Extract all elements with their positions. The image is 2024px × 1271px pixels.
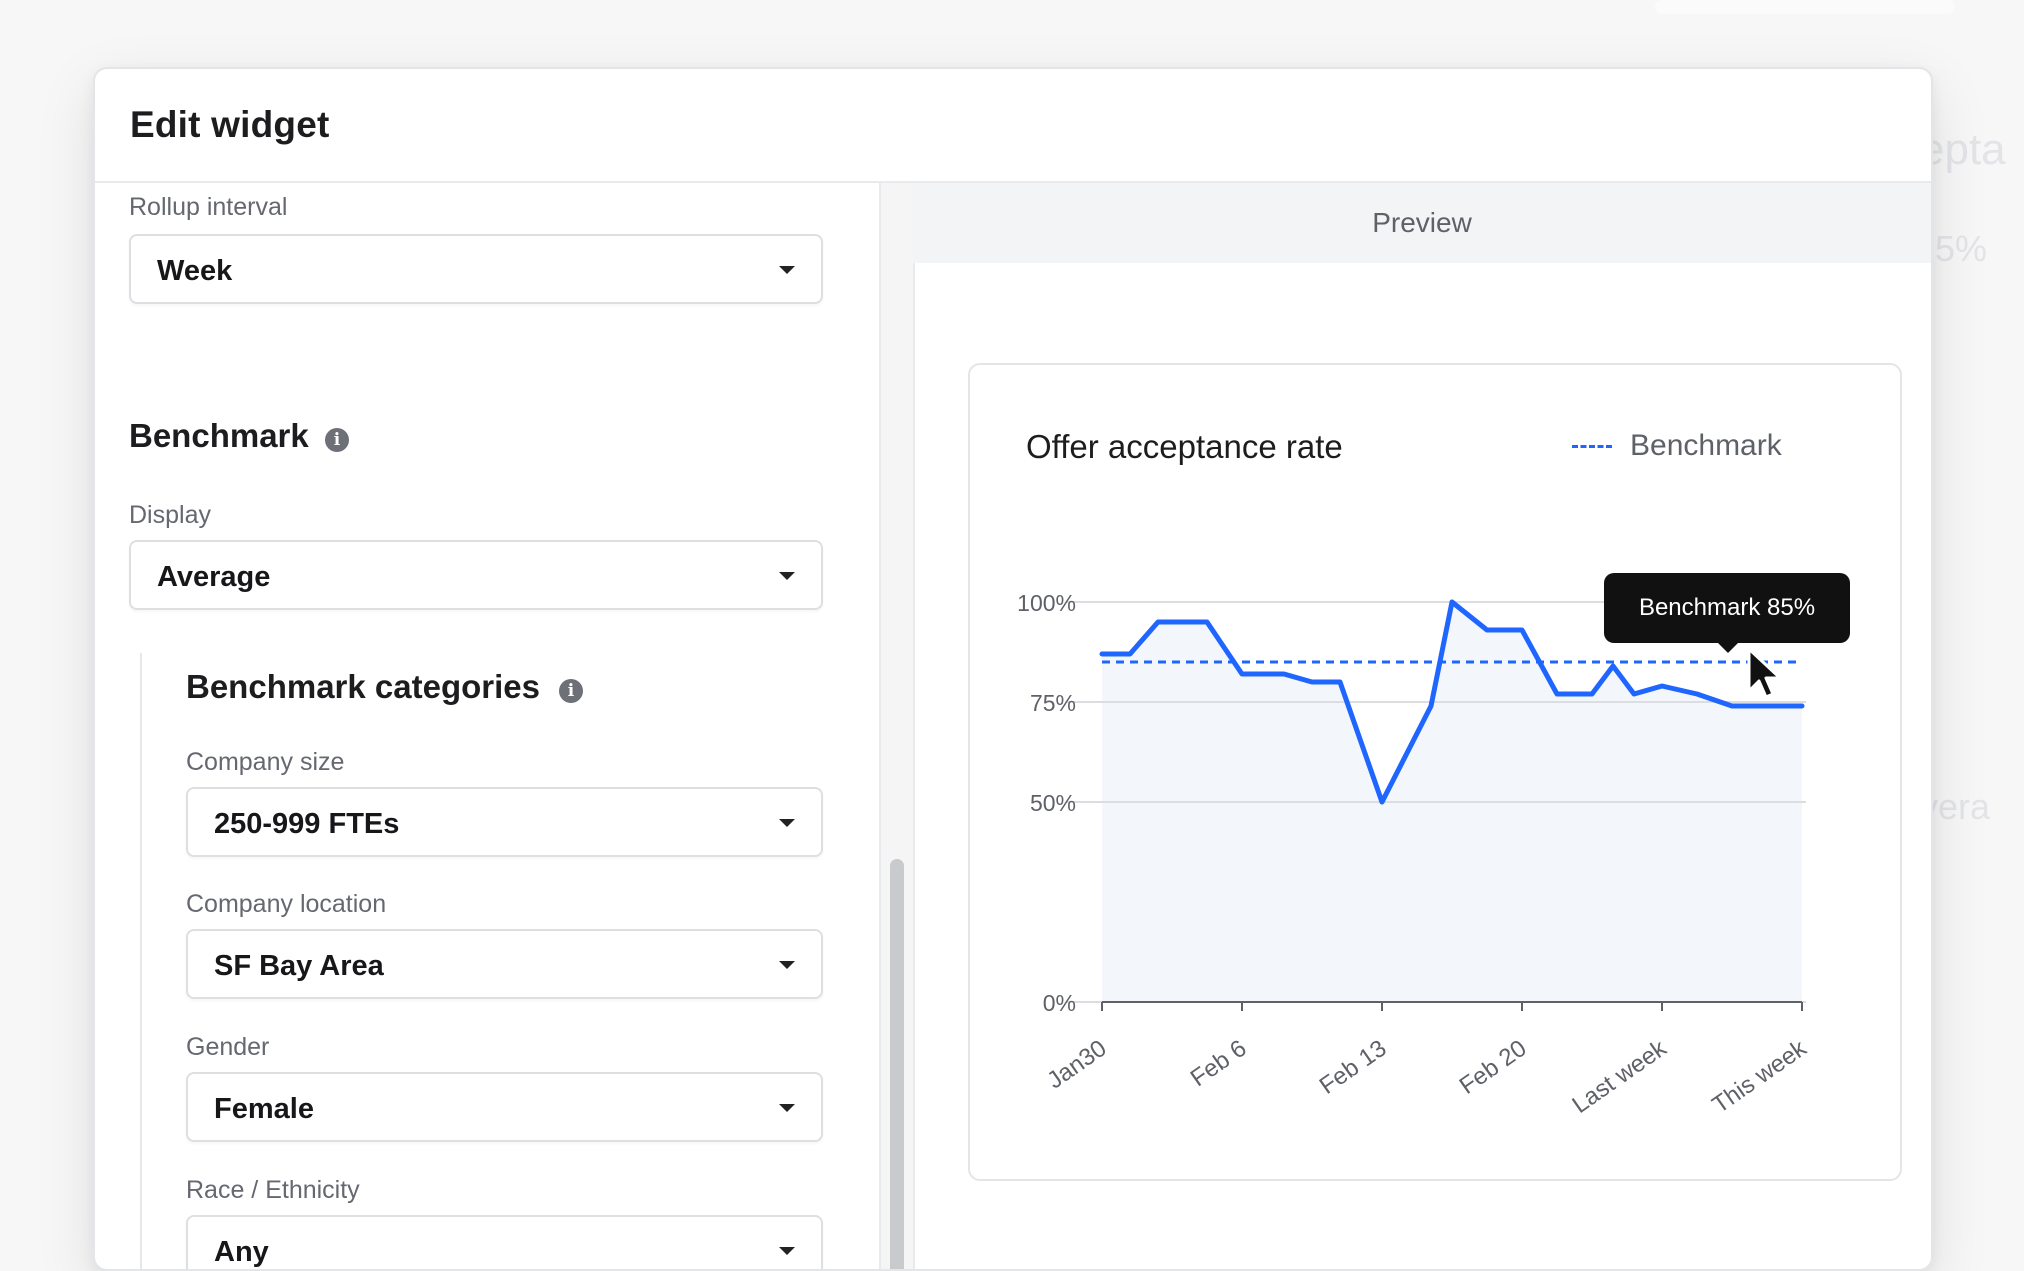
- background-card: [1655, 0, 1955, 14]
- info-icon[interactable]: i: [559, 679, 583, 703]
- background-ghost-text: epta: [1920, 125, 2006, 174]
- edit-widget-modal: Edit widget Rollup interval Week Benchma…: [93, 67, 1933, 1271]
- company-size-select[interactable]: 250-999 FTEs: [186, 787, 823, 857]
- company-location-value: SF Bay Area: [214, 950, 384, 982]
- chevron-down-icon: [779, 266, 795, 274]
- gender-value: Female: [214, 1093, 314, 1125]
- x-tick-label: Feb 13: [1315, 1035, 1392, 1100]
- data-point: [1381, 801, 1383, 803]
- data-point: [1157, 621, 1159, 623]
- chevron-down-icon: [779, 961, 795, 969]
- chevron-down-icon: [779, 819, 795, 827]
- data-point: [1696, 693, 1698, 695]
- preview-header: Preview: [913, 183, 1931, 263]
- gender-label: Gender: [186, 1033, 270, 1061]
- data-point: [1633, 693, 1635, 695]
- y-tick-label: 100%: [1017, 590, 1076, 616]
- x-tick-label: This week: [1707, 1034, 1812, 1119]
- benchmark-tooltip: Benchmark 85%: [1604, 573, 1850, 653]
- data-point: [1283, 673, 1285, 675]
- data-point: [1612, 665, 1614, 667]
- data-point: [1591, 693, 1593, 695]
- y-tick-label: 75%: [1030, 690, 1076, 716]
- company-size-value: 250-999 FTEs: [214, 808, 400, 840]
- legend-label: Benchmark: [1630, 429, 1782, 462]
- data-point: [1339, 681, 1341, 683]
- gender-select[interactable]: Female: [186, 1072, 823, 1142]
- chart-plot: 0% 50% 75% 100% Jan30 Feb 6 Feb 13 Feb 20 Last w…: [1017, 590, 1812, 1119]
- data-point: [1766, 705, 1768, 707]
- settings-scrollbar[interactable]: [881, 183, 915, 1269]
- x-tick-label: Last week: [1567, 1034, 1672, 1119]
- chart-title: Offer acceptance rate: [1026, 428, 1343, 465]
- chevron-down-icon: [779, 1247, 795, 1255]
- data-point: [1430, 705, 1432, 707]
- scrollbar-thumb[interactable]: [890, 859, 904, 1269]
- data-point: [1556, 693, 1558, 695]
- data-point: [1241, 673, 1243, 675]
- categories-indent-rule: [140, 653, 142, 1269]
- chevron-down-icon: [779, 1104, 795, 1112]
- benchmark-section-title: Benchmark: [129, 417, 309, 454]
- rollup-interval-select[interactable]: Week: [129, 234, 823, 304]
- race-ethnicity-value: Any: [214, 1236, 269, 1268]
- x-tick-label: Feb 20: [1455, 1035, 1532, 1100]
- info-icon[interactable]: i: [325, 428, 349, 452]
- chevron-down-icon: [779, 572, 795, 580]
- legend-dashed-line: [1572, 444, 1612, 448]
- data-point: [1801, 705, 1803, 707]
- x-tick-label: Feb 6: [1186, 1035, 1252, 1092]
- data-point: [1521, 629, 1523, 631]
- display-select[interactable]: Average: [129, 540, 823, 610]
- background-app: epta 5% vera: [1655, 0, 2006, 827]
- data-point: [1129, 653, 1131, 655]
- background-ghost-text: 5%: [1935, 228, 1988, 269]
- data-point: [1311, 681, 1313, 683]
- display-value: Average: [157, 561, 271, 593]
- y-tick-label: 50%: [1030, 790, 1076, 816]
- preview-pane: Preview Offer acceptance rate Benchmark …: [913, 183, 1931, 1269]
- y-tick-label: 0%: [1043, 990, 1076, 1016]
- data-point: [1171, 621, 1173, 623]
- x-tick-label: Jan30: [1042, 1035, 1111, 1095]
- rollup-interval-value: Week: [157, 255, 233, 287]
- mouse-pointer-icon: [1747, 647, 1782, 699]
- modal-title: Edit widget: [130, 104, 330, 145]
- data-point: [1451, 601, 1453, 603]
- chart-card: Offer acceptance rate Benchmark 0% 50% 75%…: [968, 363, 1902, 1181]
- data-point: [1661, 685, 1663, 687]
- rollup-interval-label: Rollup interval: [129, 193, 288, 221]
- chart-legend: Benchmark: [1572, 429, 1782, 463]
- race-ethnicity-label: Race / Ethnicity: [186, 1176, 360, 1204]
- data-point: [1486, 629, 1488, 631]
- modal-header: Edit widget: [95, 69, 1931, 183]
- benchmark-categories-title: Benchmark categories: [186, 668, 540, 705]
- settings-pane: Rollup interval Week Benchmark i Display…: [95, 183, 881, 1269]
- race-ethnicity-select[interactable]: Any: [186, 1215, 823, 1269]
- display-label: Display: [129, 501, 211, 529]
- data-point: [1101, 653, 1103, 655]
- company-size-label: Company size: [186, 748, 345, 776]
- data-point: [1206, 621, 1208, 623]
- company-location-select[interactable]: SF Bay Area: [186, 929, 823, 999]
- data-point: [1731, 705, 1733, 707]
- company-location-label: Company location: [186, 890, 387, 918]
